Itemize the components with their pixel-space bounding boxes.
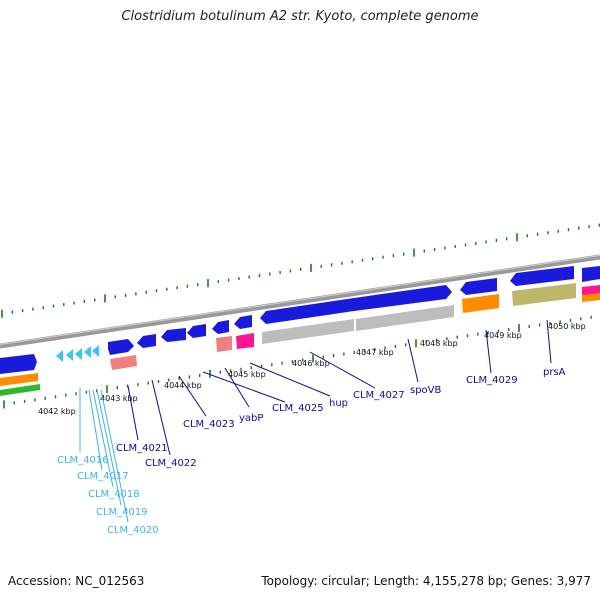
- callout-line: [88, 389, 103, 471]
- gene-label[interactable]: CLM_4020: [107, 525, 159, 536]
- gene-label[interactable]: CLM_4022: [145, 458, 197, 469]
- pink-feature[interactable]: [582, 285, 600, 296]
- salmon-feature[interactable]: [216, 336, 232, 352]
- trna-arrow[interactable]: [75, 348, 82, 360]
- trna-arrow[interactable]: [84, 346, 91, 358]
- kbp-label: 4049 kbp: [484, 331, 522, 340]
- gene-label[interactable]: CLM_4023: [183, 419, 235, 430]
- callout-line: [202, 371, 286, 403]
- gene-arrow[interactable]: [108, 339, 134, 355]
- callout-line: [178, 375, 207, 417]
- gene-arrow[interactable]: [260, 298, 354, 324]
- gene-arrow[interactable]: [187, 324, 206, 338]
- genome-backbone: [0, 254, 600, 349]
- orange-feature[interactable]: [0, 373, 38, 386]
- kbp-label: 4044 kbp: [164, 381, 202, 390]
- salmon-feature[interactable]: [110, 355, 137, 370]
- kbp-scale-labels: 4042 kbp 4043 kbp 4044 kbp 4045 kbp 4046 kbp…: [38, 322, 586, 416]
- outer-scale-ticks: [1, 223, 600, 318]
- kbp-label: 4042 kbp: [38, 407, 76, 416]
- gene-label[interactable]: CLM_4017: [77, 471, 129, 482]
- orange-feature[interactable]: [462, 294, 499, 313]
- gene-label[interactable]: CLM_4018: [88, 489, 140, 500]
- gene-arrow[interactable]: [0, 354, 37, 374]
- map-title: Clostridium botulinum A2 str. Kyoto, com…: [121, 9, 479, 24]
- callout-line: [546, 319, 552, 364]
- pink-feature[interactable]: [236, 333, 254, 349]
- gene-arrow[interactable]: [161, 328, 186, 342]
- callout-line: [485, 329, 492, 374]
- gene-label[interactable]: CLM_4021: [116, 443, 168, 454]
- kbp-label: 4047 kbp: [356, 348, 394, 357]
- gray-feature[interactable]: [262, 319, 354, 344]
- callout-line: [96, 389, 122, 506]
- gene-label[interactable]: hup: [329, 398, 348, 409]
- feature-track: [0, 266, 600, 396]
- inner-scale-ticks: [3, 315, 592, 409]
- callout-line: [127, 385, 139, 441]
- gene-label[interactable]: prsA: [543, 367, 566, 378]
- callout-line: [309, 351, 376, 389]
- trna-arrow[interactable]: [66, 349, 73, 361]
- callout-line: [151, 379, 171, 456]
- gene-arrow[interactable]: [212, 320, 229, 334]
- gene-label[interactable]: spoVB: [410, 385, 442, 396]
- callout-line: [249, 362, 331, 397]
- gene-arrow[interactable]: [234, 315, 252, 329]
- gene-label[interactable]: CLM_4025: [272, 403, 324, 414]
- gene-arrow[interactable]: [510, 266, 574, 286]
- trna-arrow[interactable]: [92, 345, 99, 357]
- gene-label[interactable]: CLM_4016: [57, 455, 109, 466]
- gene-arrow[interactable]: [460, 278, 497, 295]
- genome-backbone-highlight: [0, 255, 600, 345]
- callout-line: [407, 338, 419, 383]
- gene-arrow[interactable]: [354, 285, 452, 311]
- callout-line: [100, 389, 129, 523]
- gene-label[interactable]: CLM_4027: [353, 390, 405, 401]
- callout-line: [92, 389, 114, 488]
- orange-feature[interactable]: [582, 293, 600, 302]
- khaki-feature[interactable]: [512, 283, 576, 306]
- kbp-label: 4046 kbp: [292, 359, 330, 368]
- kbp-label: 4045 kbp: [228, 370, 266, 379]
- trna-arrow[interactable]: [56, 350, 63, 362]
- callout-line: [224, 367, 250, 408]
- green-feature[interactable]: [0, 384, 40, 396]
- topology-label: Topology: circular; Length: 4,155,278 bp…: [261, 574, 591, 588]
- gray-feature[interactable]: [356, 305, 454, 331]
- gene-callouts: CLM_4016 CLM_4017 CLM_4018 CLM_4019 CLM_4020…: [57, 319, 566, 536]
- kbp-label: 4050 kbp: [548, 322, 586, 331]
- gene-arrow[interactable]: [582, 266, 600, 282]
- gene-arrow[interactable]: [137, 334, 156, 348]
- kbp-label: 4048 kbp: [420, 339, 458, 348]
- kbp-label: 4043 kbp: [100, 394, 138, 403]
- gene-label[interactable]: CLM_4029: [466, 375, 518, 386]
- gene-label[interactable]: CLM_4019: [96, 507, 148, 518]
- accession-label: Accession: NC_012563: [8, 574, 145, 588]
- gene-label[interactable]: yabP: [239, 413, 263, 424]
